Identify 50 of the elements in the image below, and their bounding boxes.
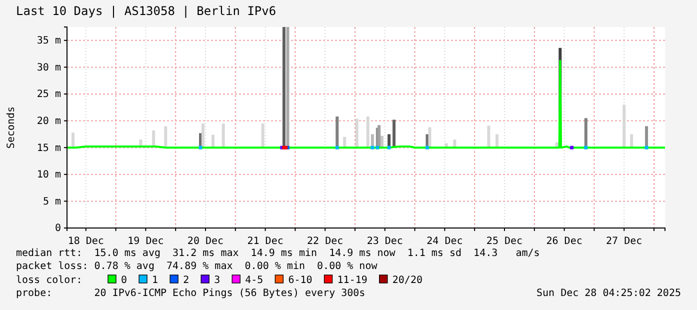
text: probe: 20 IPv6-ICMP Echo Pings (56 Bytes) every 300s [16,288,366,299]
legend-label: 20/20 [392,275,422,286]
bar [496,134,499,148]
y-tick-label: 10 m [36,170,61,181]
legend-label: 4-5 [245,275,264,286]
bar [211,134,214,148]
y-tick-label: 5 m [42,196,61,208]
y-tick-label: 0 [54,223,61,234]
y-tick-label: 15 m [36,142,61,154]
text: median rtt: 15.0 ms avg 31.2 ms max 14.9 ms min 14.9 ms now 1.1 ms sd 14.3 am/s [16,248,540,259]
y-tick-label: 20 m [36,116,61,127]
x-tick-label: 21 Dec [247,236,284,247]
legend-label: 2 [183,275,190,286]
bar [392,120,396,148]
bar [487,126,490,148]
x-tick-label: 20 Dec [187,236,224,247]
x-tick-label: 22 Dec [307,236,344,247]
y-tick-label: 35 m [36,36,61,47]
bar [72,132,75,148]
bar [584,118,588,148]
legend-label: 0 [121,275,128,286]
x-tick-label: 24 Dec [426,236,463,247]
legend-label: 11-19 [337,275,368,286]
legend-label: 3 [214,275,220,286]
bar [164,126,168,148]
text: packet loss: 0.78 % avg 74.89 % max 0.00 % min 0.00 % now [16,261,378,272]
legend-title: loss color: [16,275,82,286]
bar [286,27,290,148]
x-tick-label: 25 Dec [486,236,523,247]
bar [378,125,381,148]
text: Sun Dec 28 04:25:02 2025 [536,288,681,299]
x-tick-label: 19 Dec [128,236,164,247]
bar [645,126,648,148]
x-tick-label: 23 Dec [366,236,403,247]
bar [222,123,225,148]
chart-title: Last 10 Days | AS13058 | Berlin IPv6 [16,4,276,18]
bar [428,127,432,148]
y-axis-title: Seconds [6,106,17,149]
legend-label: 1 [152,275,158,286]
bar [355,118,358,148]
legend-label: 6-10 [288,275,312,286]
x-tick-label: 26 Dec [546,236,582,247]
y-tick-label: 30 m [36,62,61,74]
x-tick-label: 18 Dec [68,236,104,247]
bar [630,134,634,148]
x-tick-label: 27 Dec [606,236,642,247]
bar [336,116,339,148]
y-tick-label: 25 m [36,89,61,100]
bar [282,27,286,148]
bar [366,116,370,148]
